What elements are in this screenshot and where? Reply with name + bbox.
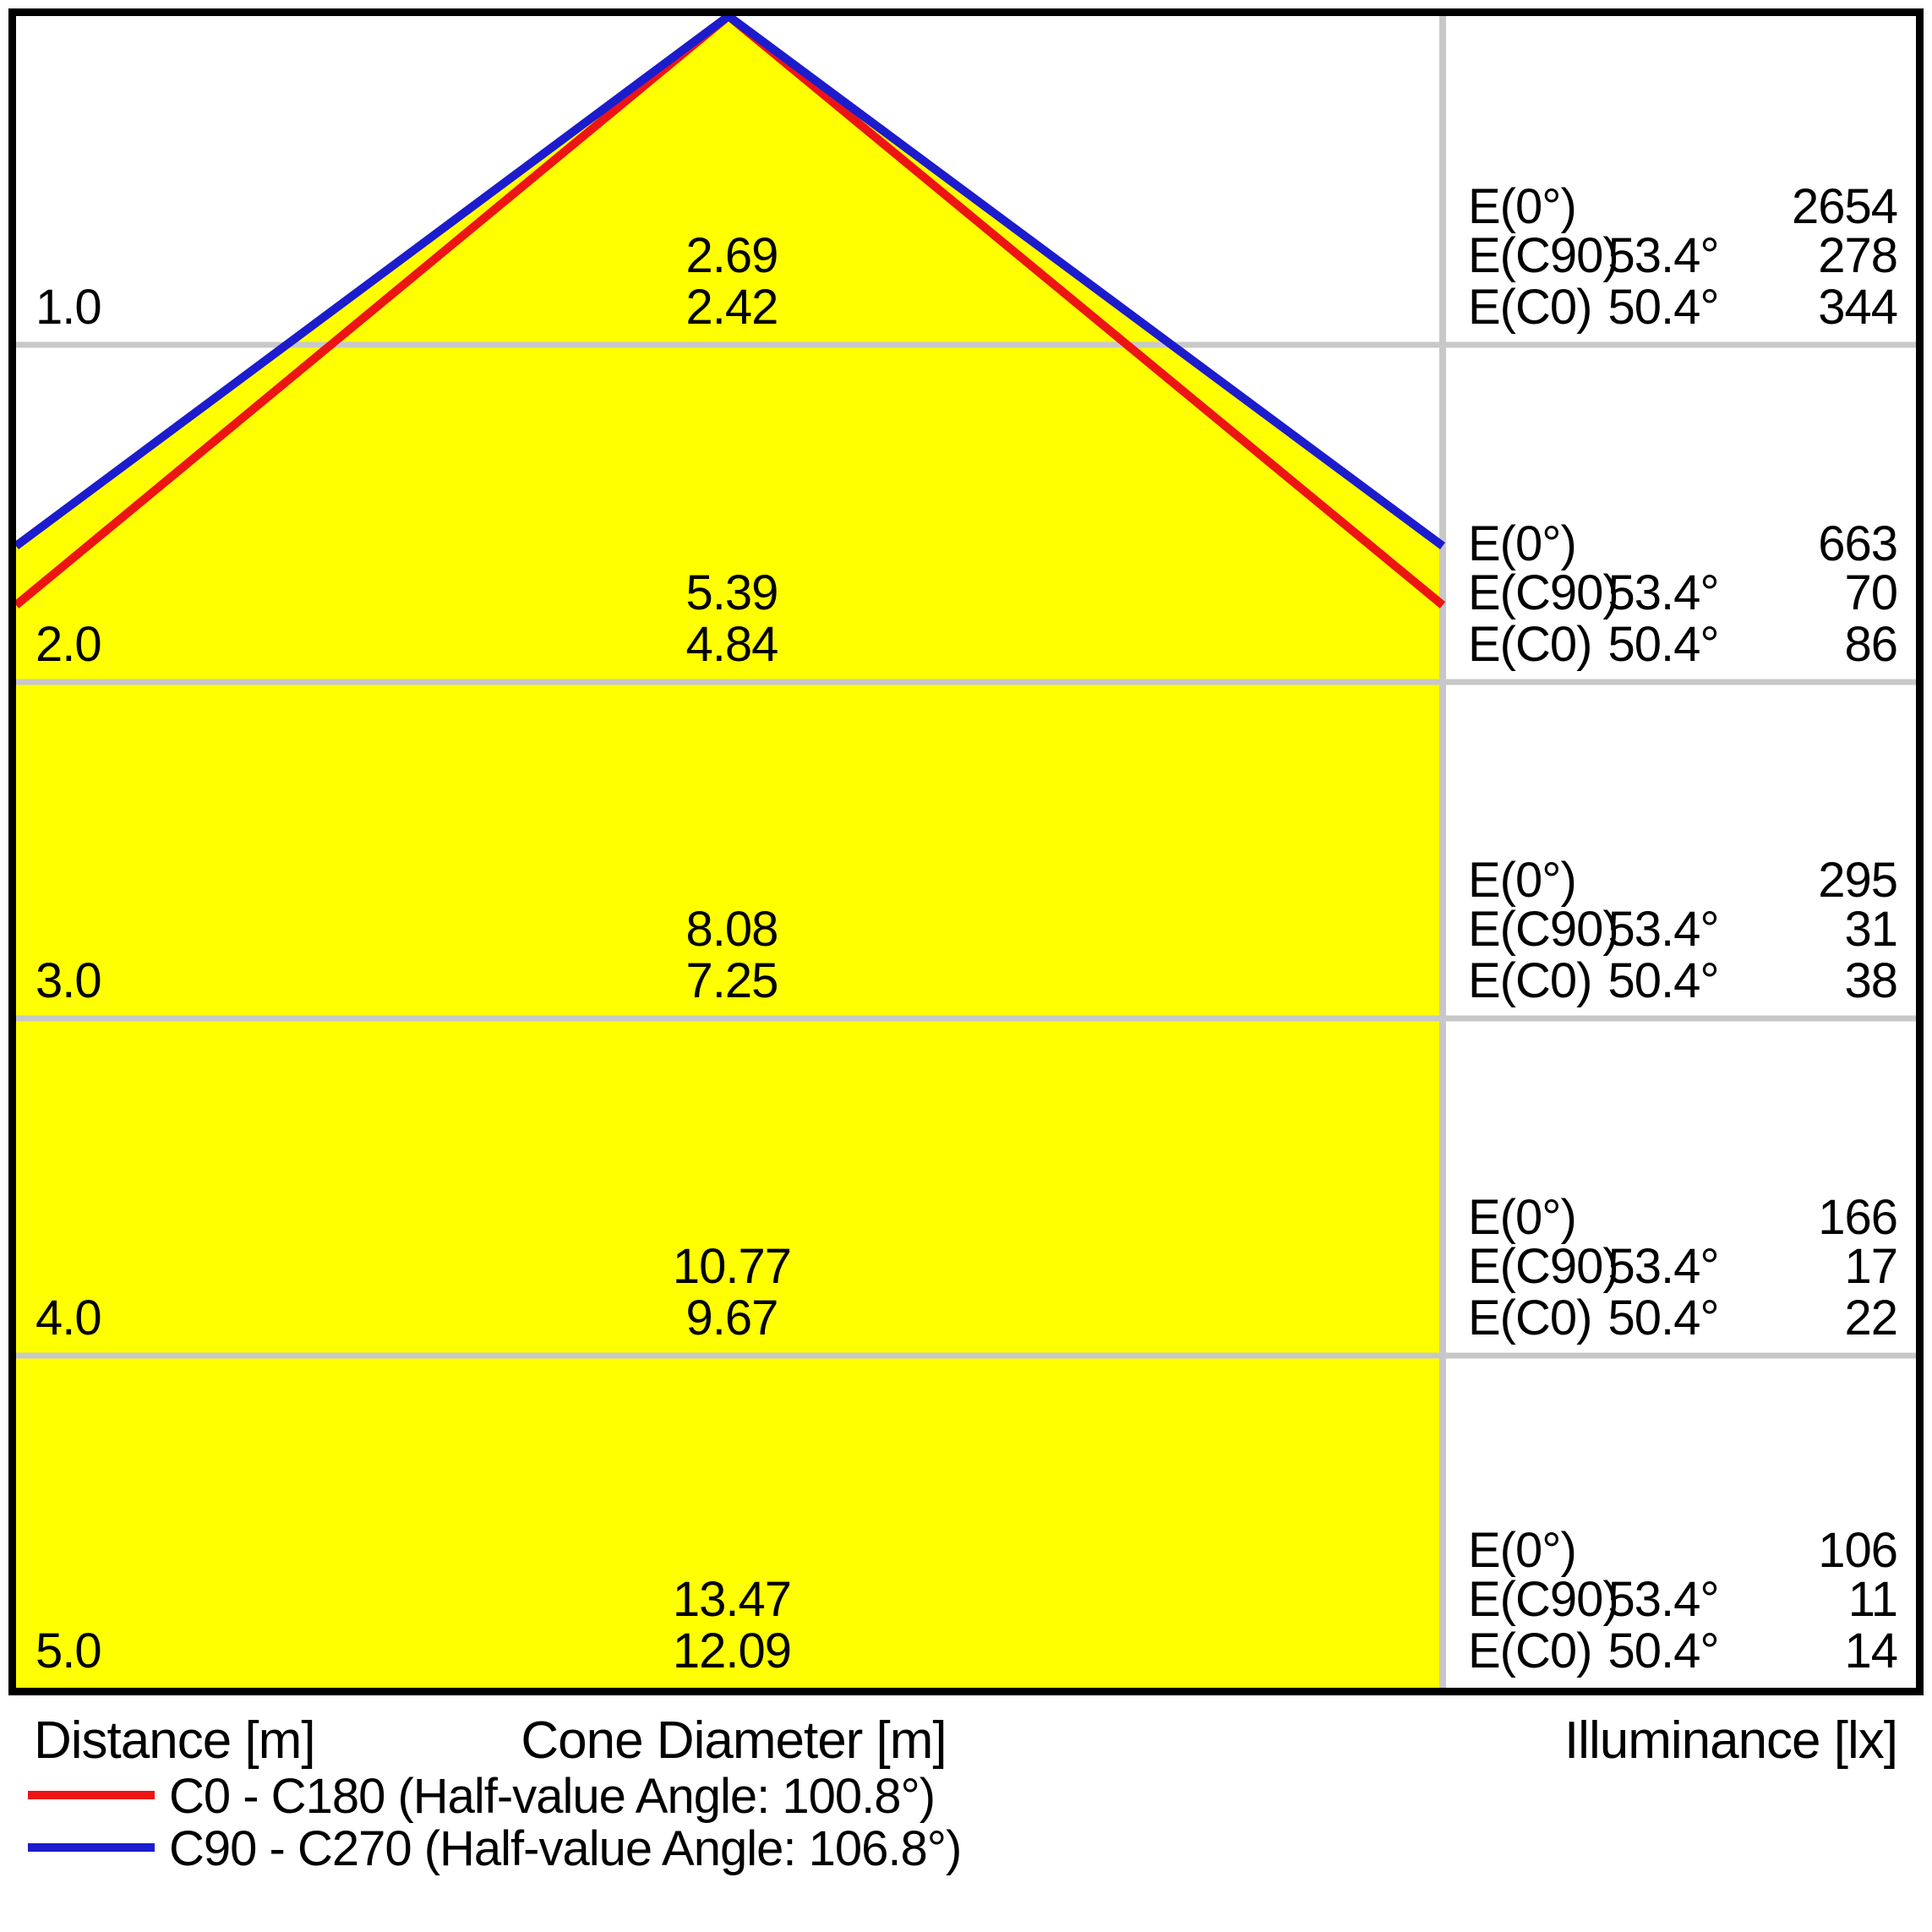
ec90-angle: 53.4°	[1607, 228, 1719, 283]
ec0-angle: 50.4°	[1607, 1624, 1719, 1678]
cone-diameter-c90-value: 5.39	[685, 565, 779, 620]
ec0-label: E(C0)	[1468, 953, 1592, 1008]
cone-diameter-axis-label: Cone Diameter [m]	[521, 1711, 947, 1770]
legend-line-blue	[28, 1843, 155, 1852]
ec90-value: 11	[1847, 1572, 1898, 1627]
ec90-value: 70	[1844, 565, 1898, 620]
ec0-angle: 50.4°	[1607, 953, 1719, 1008]
cone-diameter-c90-value: 8.08	[685, 902, 779, 957]
ec90-angle: 53.4°	[1607, 902, 1719, 957]
distance-value: 2.0	[35, 617, 102, 672]
ec90-angle: 53.4°	[1607, 1572, 1719, 1627]
e0-label: E(0°)	[1468, 1190, 1577, 1245]
ec90-angle: 53.4°	[1607, 1239, 1719, 1294]
distance-axis-label: Distance [m]	[34, 1711, 316, 1770]
distance-value: 3.0	[35, 953, 102, 1008]
ec90-label: E(C90)	[1468, 228, 1619, 283]
ec0-value: 14	[1844, 1624, 1898, 1678]
cone-edge-c0-c180	[16, 16, 1446, 609]
ec0-value: 22	[1844, 1291, 1898, 1345]
e0-label: E(0°)	[1468, 1523, 1577, 1578]
distance-value: 1.0	[35, 280, 102, 335]
legend-line-red	[28, 1791, 155, 1799]
legend-swatch-c0-c180	[28, 1791, 155, 1799]
e0-value: 295	[1818, 853, 1898, 908]
ec0-angle: 50.4°	[1607, 280, 1719, 335]
ec90-value: 278	[1818, 228, 1898, 283]
cone-diameter-c90-value: 10.77	[672, 1239, 792, 1294]
cone-edge-c90-c270	[16, 16, 1445, 550]
e0-value: 2654	[1791, 179, 1898, 234]
e0-label: E(0°)	[1468, 516, 1577, 571]
ec0-label: E(C0)	[1468, 1291, 1592, 1345]
ec0-label: E(C0)	[1468, 1624, 1592, 1678]
ec0-angle: 50.4°	[1607, 1291, 1719, 1345]
distance-value: 5.0	[35, 1624, 102, 1678]
cone-diameter-c0-value: 2.42	[685, 280, 779, 335]
distance-value: 4.0	[35, 1291, 102, 1345]
legend-swatch-c90-c270	[28, 1843, 155, 1852]
ec0-label: E(C0)	[1468, 617, 1592, 672]
ec90-label: E(C90)	[1468, 1239, 1619, 1294]
cone-diameter-c0-value: 4.84	[685, 617, 779, 672]
ec0-value: 38	[1844, 953, 1898, 1008]
ec0-value: 86	[1844, 617, 1898, 672]
cone-diameter-c90-value: 2.69	[685, 228, 779, 283]
cone-diameter-c90-value: 13.47	[672, 1572, 792, 1627]
ec90-value: 17	[1844, 1239, 1898, 1294]
e0-label: E(0°)	[1468, 853, 1577, 908]
ec0-angle: 50.4°	[1607, 617, 1719, 672]
e0-label: E(0°)	[1468, 179, 1577, 234]
illuminance-axis-label: Illuminance [lx]	[1564, 1711, 1898, 1770]
e0-value: 106	[1818, 1523, 1898, 1578]
ec90-angle: 53.4°	[1607, 565, 1719, 620]
ec90-label: E(C90)	[1468, 1572, 1619, 1627]
ec90-label: E(C90)	[1468, 902, 1619, 957]
legend-label-c90-c270: C90 - C270 (Half-value Angle: 106.8°)	[169, 1821, 962, 1876]
cone-diameter-c0-value: 9.67	[685, 1291, 779, 1345]
e0-value: 166	[1818, 1190, 1898, 1245]
light-cone-fill	[16, 16, 1443, 1688]
cone-chart-svg	[16, 16, 1916, 1688]
ec0-value: 344	[1818, 280, 1898, 335]
ec90-label: E(C90)	[1468, 565, 1619, 620]
cone-diameter-c0-value: 12.09	[672, 1624, 792, 1678]
cone-diameter-c0-value: 7.25	[685, 953, 779, 1008]
legend-label-c0-c180: C0 - C180 (Half-value Angle: 100.8°)	[169, 1769, 936, 1824]
ec90-value: 31	[1844, 902, 1898, 957]
ec0-label: E(C0)	[1468, 280, 1592, 335]
e0-value: 663	[1818, 516, 1898, 571]
